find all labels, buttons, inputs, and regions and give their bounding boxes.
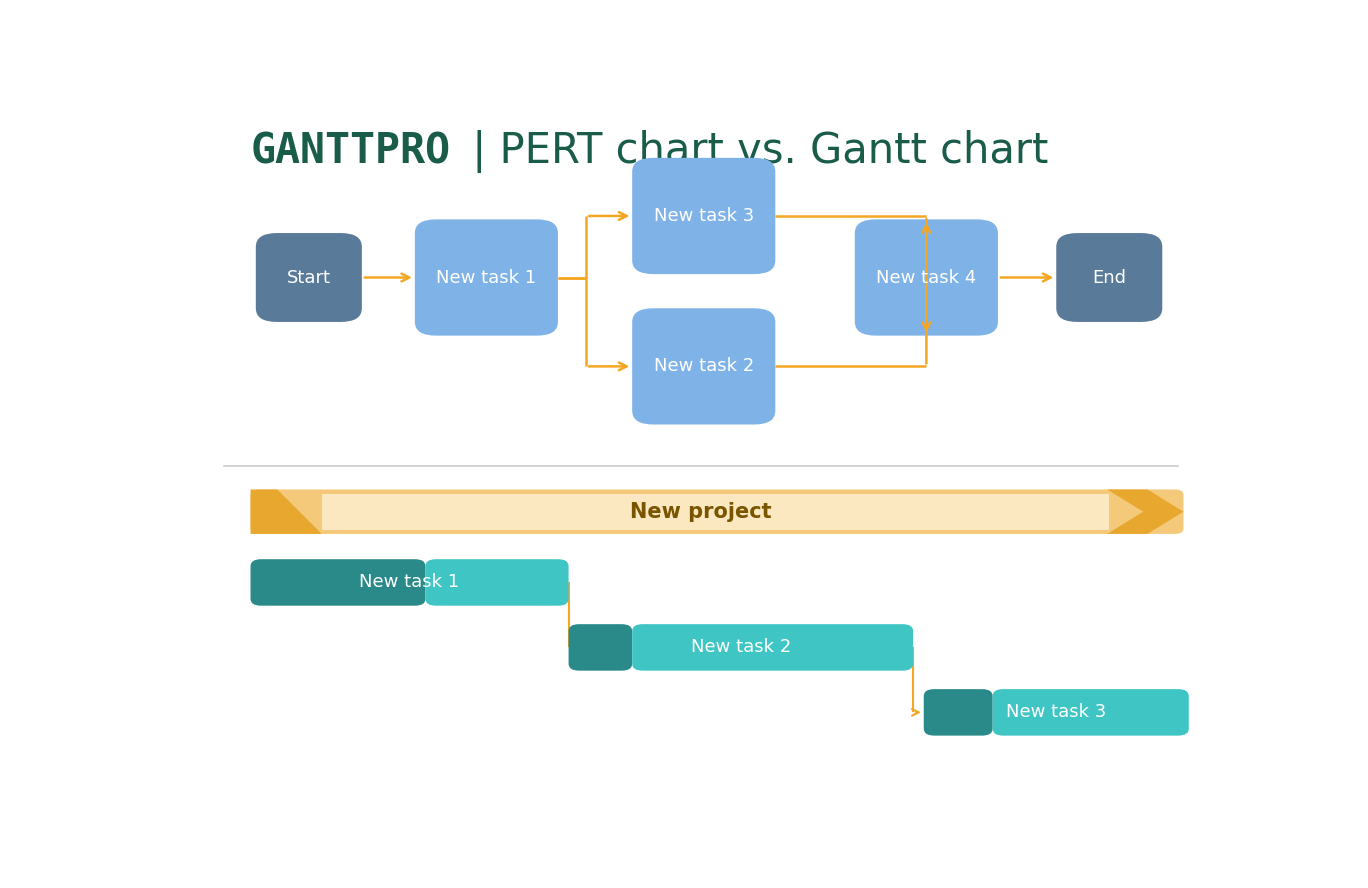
Text: New task 4: New task 4 bbox=[877, 268, 977, 287]
FancyBboxPatch shape bbox=[632, 158, 776, 274]
FancyBboxPatch shape bbox=[855, 219, 997, 336]
FancyBboxPatch shape bbox=[250, 559, 425, 606]
FancyBboxPatch shape bbox=[632, 308, 776, 424]
FancyBboxPatch shape bbox=[425, 559, 569, 606]
FancyBboxPatch shape bbox=[569, 624, 632, 670]
FancyBboxPatch shape bbox=[632, 624, 914, 670]
Text: | PERT chart vs. Gantt chart: | PERT chart vs. Gantt chart bbox=[460, 130, 1049, 172]
FancyBboxPatch shape bbox=[250, 489, 1183, 534]
Text: New task 2: New task 2 bbox=[654, 357, 754, 376]
Text: GANTTPRO: GANTTPRO bbox=[250, 130, 450, 172]
FancyBboxPatch shape bbox=[1056, 233, 1163, 322]
FancyBboxPatch shape bbox=[256, 233, 361, 322]
Text: New task 1: New task 1 bbox=[436, 268, 536, 287]
Text: New project: New project bbox=[631, 502, 772, 521]
Text: New task 2: New task 2 bbox=[691, 638, 791, 656]
FancyBboxPatch shape bbox=[923, 689, 993, 735]
FancyBboxPatch shape bbox=[415, 219, 558, 336]
Text: New task 3: New task 3 bbox=[654, 207, 754, 225]
Text: New task 1: New task 1 bbox=[360, 574, 460, 591]
Text: End: End bbox=[1092, 268, 1126, 287]
FancyBboxPatch shape bbox=[321, 494, 1109, 530]
Text: New task 3: New task 3 bbox=[1005, 703, 1107, 721]
Text: Start: Start bbox=[287, 268, 331, 287]
Polygon shape bbox=[1107, 489, 1183, 534]
FancyBboxPatch shape bbox=[993, 689, 1189, 735]
Polygon shape bbox=[250, 489, 321, 534]
